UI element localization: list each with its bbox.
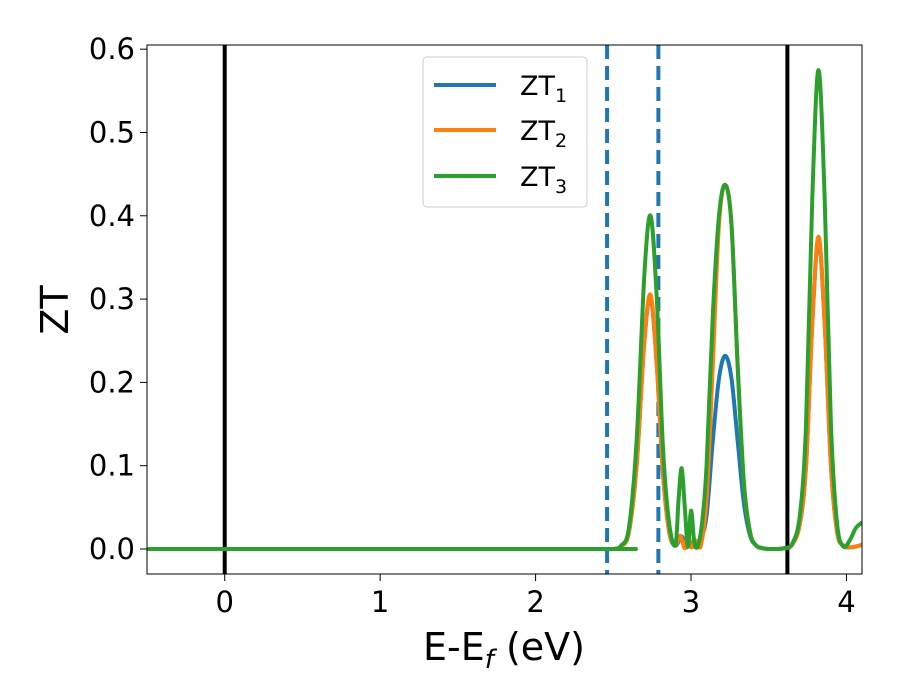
plot-frame [146, 44, 863, 575]
y-axis-label: ZT [33, 285, 77, 335]
x-tick-label: 3 [682, 585, 700, 619]
legend-label-zt2: ZT2 [520, 116, 567, 152]
series-line-zt1 [147, 237, 862, 552]
x-axis-label: E-Ef (eV) [423, 625, 585, 675]
series-line-zt2 [147, 182, 862, 552]
legend: ZT1 ZT2 ZT3 [422, 56, 588, 208]
y-tick-label: 0.1 [89, 449, 135, 483]
y-tick-label: 0.2 [89, 365, 135, 399]
legend-box [422, 56, 588, 208]
y-tick-label: 0.5 [89, 115, 135, 149]
y-tick-label: 0.0 [89, 532, 135, 566]
legend-label-zt1: ZT1 [520, 71, 567, 107]
x-tick-label: 1 [371, 585, 389, 619]
y-axis: 0.0 0.1 0.2 0.3 0.4 0.5 0.6 [89, 32, 147, 566]
x-tick-label: 2 [526, 585, 544, 619]
legend-label-zt3: ZT3 [520, 162, 567, 198]
y-tick-label: 0.3 [89, 282, 135, 316]
series-line-zt3 [147, 67, 862, 552]
x-tick-label: 0 [215, 585, 233, 619]
x-tick-label: 4 [837, 585, 855, 619]
x-axis: 0 1 2 3 4 [215, 574, 856, 619]
series-group [147, 67, 862, 552]
y-tick-label: 0.6 [89, 32, 135, 66]
y-tick-label: 0.4 [89, 199, 135, 233]
